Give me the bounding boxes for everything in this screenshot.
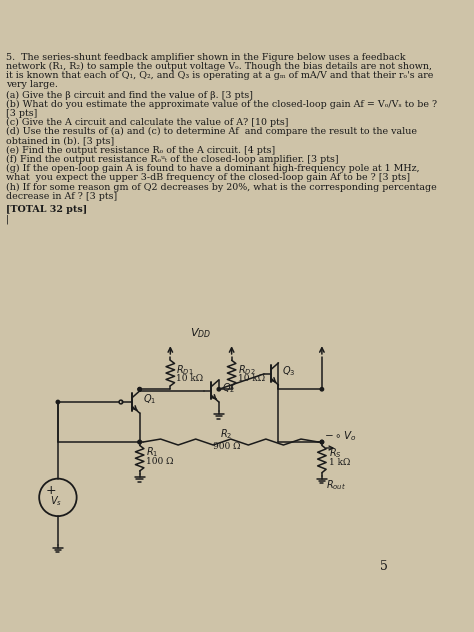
Circle shape — [56, 400, 60, 404]
Text: $R_2$: $R_2$ — [220, 427, 233, 441]
Text: (b) What do you estimate the approximate value of the closed-loop gain Af = Vₒ/V: (b) What do you estimate the approximate… — [6, 100, 437, 109]
Text: very large.: very large. — [6, 80, 58, 90]
Text: |: | — [6, 215, 9, 224]
Text: $R_1$: $R_1$ — [146, 446, 159, 459]
Text: decrease in Af ? [3 pts]: decrease in Af ? [3 pts] — [6, 191, 117, 201]
Text: obtained in (b). [3 pts]: obtained in (b). [3 pts] — [6, 137, 114, 145]
Text: $V_s$: $V_s$ — [50, 494, 62, 508]
Circle shape — [138, 441, 141, 444]
Circle shape — [217, 387, 220, 391]
Text: what  you expect the upper 3-dB frequency of the closed-loop gain Af to be ? [3 : what you expect the upper 3-dB frequency… — [6, 173, 410, 182]
Text: 10 kΩ: 10 kΩ — [176, 374, 203, 382]
Text: $Q_2$: $Q_2$ — [222, 382, 236, 395]
Text: $-\circ V_o$: $-\circ V_o$ — [324, 430, 356, 443]
Text: (h) If for some reason gm of Q2 decreases by 20%, what is the corresponding perc: (h) If for some reason gm of Q2 decrease… — [6, 183, 437, 191]
Text: 100 Ω: 100 Ω — [146, 457, 174, 466]
Text: $V_{DD}$: $V_{DD}$ — [191, 326, 211, 340]
Text: (c) Give the A circuit and calculate the value of A? [10 pts]: (c) Give the A circuit and calculate the… — [6, 118, 289, 127]
Text: (g) If the open-loop gain A is found to have a dominant high-frequency pole at 1: (g) If the open-loop gain A is found to … — [6, 164, 419, 173]
Text: $Q_3$: $Q_3$ — [282, 365, 295, 379]
Text: 5.  The series-shunt feedback amplifier shown in the Figure below uses a feedbac: 5. The series-shunt feedback amplifier s… — [6, 53, 405, 62]
Text: +: + — [46, 484, 56, 497]
Text: [3 pts]: [3 pts] — [6, 109, 37, 118]
Text: (e) Find the output resistance Rₒ of the A circuit. [4 pts]: (e) Find the output resistance Rₒ of the… — [6, 146, 275, 155]
Text: 5: 5 — [380, 560, 387, 573]
Text: (f) Find the output resistance Rₒᵘₜ of the closed-loop amplifier. [3 pts]: (f) Find the output resistance Rₒᵘₜ of t… — [6, 155, 338, 164]
Text: 10 kΩ: 10 kΩ — [237, 374, 264, 382]
Text: (a) Give the β circuit and find the value of β. [3 pts]: (a) Give the β circuit and find the valu… — [6, 90, 253, 100]
Text: $R_S$: $R_S$ — [328, 447, 342, 460]
Text: network (R₁, R₂) to sample the output voltage Vₒ. Though the bias details are no: network (R₁, R₂) to sample the output vo… — [6, 62, 432, 71]
Text: 1 kΩ: 1 kΩ — [328, 458, 350, 467]
Circle shape — [138, 441, 141, 444]
Text: [TOTAL 32 pts]: [TOTAL 32 pts] — [6, 205, 87, 214]
Circle shape — [320, 387, 324, 391]
Circle shape — [320, 441, 324, 444]
Circle shape — [138, 387, 141, 391]
Text: $R_{out}$: $R_{out}$ — [326, 478, 346, 492]
Text: $R_{D1}$: $R_{D1}$ — [176, 363, 194, 377]
Text: 900 Ω: 900 Ω — [213, 442, 240, 451]
Circle shape — [138, 387, 141, 391]
Text: (d) Use the results of (a) and (c) to determine Af  and compare the result to th: (d) Use the results of (a) and (c) to de… — [6, 127, 417, 137]
Text: $R_{D2}$: $R_{D2}$ — [237, 363, 255, 377]
Text: $Q_1$: $Q_1$ — [143, 392, 156, 406]
Text: it is known that each of Q₁, Q₂, and Q₃ is operating at a gₘ of mA/V and that th: it is known that each of Q₁, Q₂, and Q₃ … — [6, 71, 433, 80]
Circle shape — [320, 441, 324, 444]
